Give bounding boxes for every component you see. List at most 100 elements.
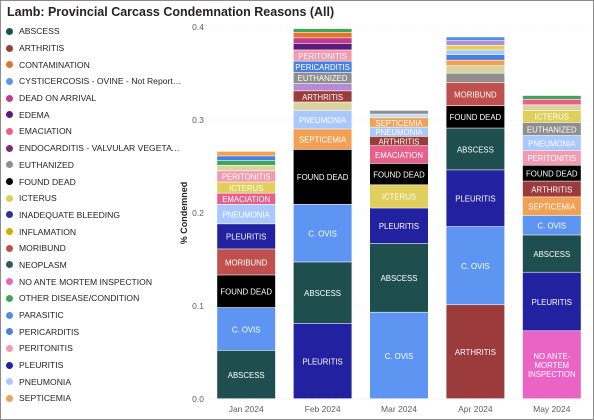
bar-segment[interactable]: [522, 122, 581, 136]
bar-segment[interactable]: [293, 50, 352, 61]
bar-segment[interactable]: [522, 272, 581, 331]
legend-item[interactable]: EUTHANIZED: [6, 157, 184, 174]
bar-segment[interactable]: [293, 43, 352, 50]
bar-segment[interactable]: [293, 72, 352, 84]
bar-segment[interactable]: [522, 95, 581, 99]
bar-segment[interactable]: [293, 262, 352, 324]
legend-item[interactable]: PARASITIC: [6, 307, 184, 324]
legend-item[interactable]: PERITONITIS: [6, 340, 184, 357]
legend-item[interactable]: ABSCESS: [6, 23, 184, 40]
bar-segment[interactable]: [522, 331, 581, 399]
x-tick-label: May 2024: [533, 404, 571, 414]
bar-segment[interactable]: [217, 151, 276, 156]
bar-segment[interactable]: [217, 350, 276, 399]
bar-segment[interactable]: [217, 224, 276, 249]
bar-segment[interactable]: [370, 118, 428, 127]
bar-segment[interactable]: [446, 37, 505, 41]
legend-item[interactable]: EMACIATION: [6, 123, 184, 140]
legend-color-dot-icon: [6, 178, 13, 186]
bar-segment[interactable]: [370, 127, 428, 137]
bar-segment[interactable]: [217, 307, 276, 351]
bar-segment[interactable]: [446, 40, 505, 45]
bar-segment[interactable]: [293, 61, 352, 72]
legend-item[interactable]: SEPTICEMIA: [6, 390, 184, 407]
legend-item[interactable]: MORIBUND: [6, 240, 184, 257]
legend-item[interactable]: NO ANTE MORTEM INSPECTION: [6, 273, 184, 290]
legend-item[interactable]: PERICARDITIS: [6, 323, 184, 340]
bar-segment[interactable]: [446, 226, 505, 305]
bar-segment[interactable]: [446, 305, 505, 399]
legend-item[interactable]: INFLAMATION: [6, 223, 184, 240]
bar-segment[interactable]: [217, 165, 276, 171]
bar-segment[interactable]: [522, 181, 581, 197]
bar-segment[interactable]: [370, 243, 428, 312]
bar-segment[interactable]: [370, 136, 428, 146]
legend-item[interactable]: PLEURITIS: [6, 357, 184, 374]
legend-item[interactable]: DEAD ON ARRIVAL: [6, 90, 184, 107]
bar-segment[interactable]: [370, 146, 428, 164]
bar-segment[interactable]: [293, 32, 352, 38]
legend-item[interactable]: ARTHRITIS: [6, 40, 184, 57]
bar-segment[interactable]: [446, 60, 505, 66]
legend-item[interactable]: FOUND DEAD: [6, 173, 184, 190]
data-label: NO ANTE-MORTEM INSPECTION: [528, 352, 576, 379]
bar-segment[interactable]: [293, 323, 352, 399]
legend-color-dot-icon: [6, 111, 13, 119]
legend-item[interactable]: ENDOCARDITIS - VALVULAR VEGETATI...: [6, 140, 184, 157]
bar-segment[interactable]: [522, 215, 581, 235]
bar-segment[interactable]: [522, 105, 581, 111]
bar-segment[interactable]: [446, 50, 505, 55]
bar-segment[interactable]: [217, 204, 276, 224]
bar-segment[interactable]: [446, 45, 505, 50]
bar-segment[interactable]: [217, 182, 276, 193]
legend-color-dot-icon: [6, 361, 13, 369]
bar-segment[interactable]: [217, 249, 276, 275]
legend-item[interactable]: INADEQUATE BLEEDING: [6, 207, 184, 224]
legend-item[interactable]: EDEMA: [6, 106, 184, 123]
bar-segment[interactable]: [293, 102, 352, 111]
data-label: SEPTICEMIA: [375, 119, 423, 128]
bar-segment[interactable]: [293, 38, 352, 44]
bar-segment[interactable]: [217, 160, 276, 165]
bar-segment[interactable]: [217, 171, 276, 182]
bar-segment[interactable]: [446, 73, 505, 83]
bar-segment[interactable]: [370, 114, 428, 118]
bar-segment[interactable]: [446, 170, 505, 227]
legend-item[interactable]: NEOPLASM: [6, 257, 184, 274]
bar-segment[interactable]: [446, 66, 505, 73]
bar-segment[interactable]: [522, 235, 581, 272]
bar-segment[interactable]: [522, 150, 581, 165]
bar-segment[interactable]: [217, 275, 276, 308]
bar-segment[interactable]: [370, 185, 428, 208]
bar-segment[interactable]: [370, 163, 428, 185]
bar-segment[interactable]: [293, 83, 352, 91]
legend-item[interactable]: ICTERUS: [6, 190, 184, 207]
bar-segment[interactable]: [522, 110, 581, 123]
legend-item[interactable]: CYSTICERCOSIS - OVINE - Not Reporta...: [6, 73, 184, 90]
bar-segment[interactable]: [217, 156, 276, 161]
bar-segment[interactable]: [293, 28, 352, 32]
bar-segment[interactable]: [217, 193, 276, 205]
bar-segment[interactable]: [293, 110, 352, 129]
bar-segment[interactable]: [446, 82, 505, 106]
bar-segment[interactable]: [370, 312, 428, 399]
bar-segment[interactable]: [370, 208, 428, 244]
bar-segment[interactable]: [522, 165, 581, 181]
chart-title: Lamb: Provincial Carcass Condemnation Re…: [7, 5, 335, 19]
legend-item[interactable]: OTHER DISEASE/CONDITION: [6, 290, 184, 307]
bar-segment[interactable]: [293, 149, 352, 205]
legend-item[interactable]: CONTAMINATION: [6, 56, 184, 73]
bar-segment[interactable]: [446, 54, 505, 60]
bar-segment[interactable]: [446, 128, 505, 170]
bar-segment[interactable]: [370, 110, 428, 114]
bar-segment[interactable]: [522, 135, 581, 151]
bar-segment[interactable]: [446, 106, 505, 128]
bar-segment[interactable]: [522, 197, 581, 216]
bar-segment[interactable]: [293, 91, 352, 102]
legend-item[interactable]: PNEUMONIA: [6, 373, 184, 390]
bar-segment[interactable]: [522, 99, 581, 105]
data-label: FOUND DEAD: [220, 288, 272, 297]
legend-color-dot-icon: [6, 144, 13, 152]
bar-segment[interactable]: [293, 204, 352, 262]
bar-segment[interactable]: [293, 129, 352, 150]
